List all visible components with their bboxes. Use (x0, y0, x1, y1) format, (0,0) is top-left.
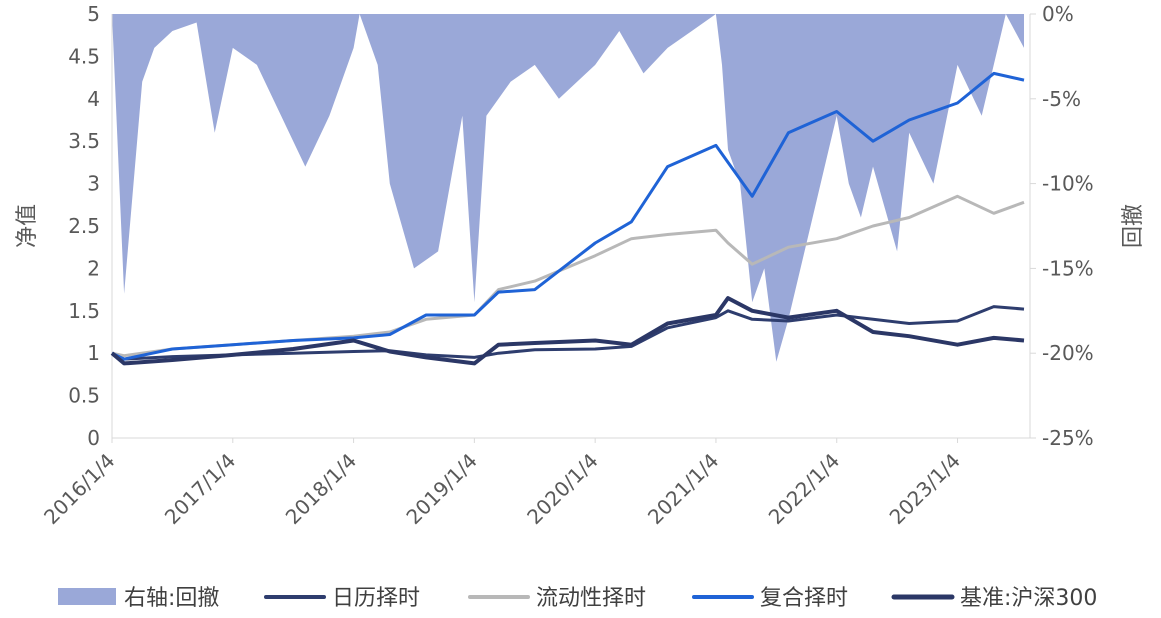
lines-layer (110, 71, 1025, 366)
x-tick-label: 2021/1/4 (643, 449, 723, 529)
y-left-tick-label: 3.5 (68, 129, 100, 153)
legend-label: 复合择时 (760, 586, 848, 611)
drawdown-area (112, 14, 1024, 362)
legend-label: 日历择时 (332, 586, 420, 611)
y-left-tick-label: 4.5 (68, 44, 100, 68)
drawdown-layer (112, 14, 1024, 362)
y-left-tick-label: 2.5 (68, 214, 100, 238)
legend: 右轴:回撤 日历择时 流动性择时 复合择时 基准:沪深300 (58, 586, 1097, 611)
axes-layer (111, 14, 1031, 439)
x-tick-label: 2018/1/4 (281, 449, 361, 529)
y-left-axis-title: 净值 (15, 204, 40, 248)
y-left-tick-label: 3 (87, 172, 100, 196)
legend-label: 流动性择时 (536, 586, 646, 611)
y-right-tick-label: 0% (1042, 2, 1074, 26)
y-left-tick-label: 0.5 (68, 384, 100, 408)
x-tick-label: 2016/1/4 (39, 449, 119, 529)
x-tick-label: 2019/1/4 (401, 449, 481, 529)
y-left-tick-label: 0 (87, 426, 100, 450)
y-left-tick-label: 2 (87, 256, 100, 280)
legend-swatch (58, 588, 116, 605)
y-right-tick-label: -20% (1042, 341, 1094, 365)
legend-label: 右轴:回撤 (124, 586, 219, 611)
x-tick-label: 2023/1/4 (885, 449, 965, 529)
series-line-0 (111, 305, 1025, 361)
x-tick-label: 2022/1/4 (764, 449, 844, 529)
y-right-tick-label: -10% (1042, 172, 1094, 196)
y-left-tick-label: 4 (87, 87, 100, 111)
y-right-tick-label: -15% (1042, 256, 1094, 280)
y-left-tick-label: 1.5 (68, 299, 100, 323)
y-right-tick-label: -25% (1042, 426, 1094, 450)
series-line-2 (111, 71, 1025, 361)
x-tick-label: 2020/1/4 (522, 449, 602, 529)
y-left-tick-label: 5 (87, 2, 100, 26)
y-right-tick-label: -5% (1042, 87, 1081, 111)
legend-label: 基准:沪深300 (960, 586, 1097, 611)
series-line-3 (110, 296, 1025, 366)
y-left-tick-label: 1 (87, 341, 100, 365)
x-tick-label: 2017/1/4 (160, 449, 240, 529)
y-right-axis-title: 回撤 (1121, 204, 1146, 248)
